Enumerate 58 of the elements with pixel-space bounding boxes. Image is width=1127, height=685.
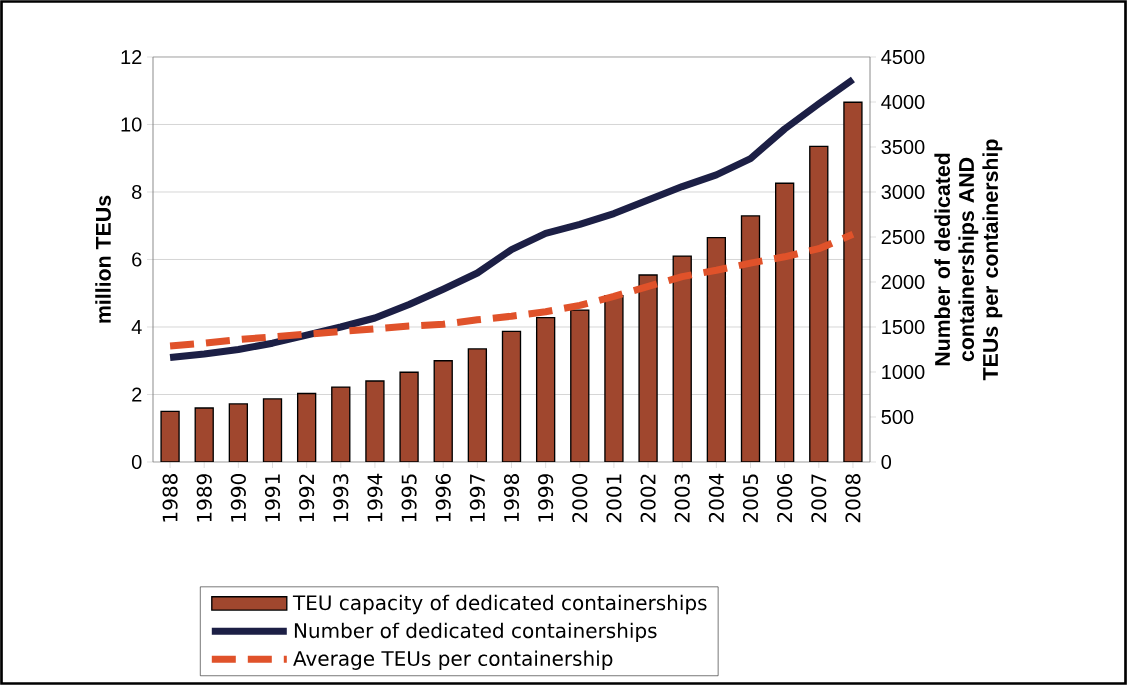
x-tick-label: 2001: [606, 474, 622, 523]
y-tick-label: 8: [132, 184, 142, 200]
y2-tick-label: 2500: [881, 229, 925, 245]
legend-label: TEU capacity of dedicated containerships: [292, 594, 707, 615]
y-tick-label: 0: [131, 454, 142, 470]
legend-label: Number of dedicated containerships: [294, 622, 657, 643]
y2-tick-label: 3000: [881, 184, 925, 200]
y-tick-label: 6: [132, 252, 142, 267]
x-tick-label: 1991: [264, 474, 281, 522]
bar: [434, 360, 453, 462]
x-tick-label: 2007: [811, 474, 827, 523]
y2-axis-title: Number of dedicated containerships AND TEUs per containership: [934, 139, 1003, 381]
x-tick-label: 2000: [572, 474, 588, 523]
x-tick-label: 2003: [674, 474, 690, 523]
bar: [707, 237, 726, 462]
bar: [809, 146, 828, 462]
x-tick-label: 1995: [401, 474, 417, 522]
x-tick-label: 1988: [162, 474, 178, 522]
x-tick-label: 1994: [367, 473, 383, 522]
bar: [229, 403, 248, 462]
x-tick-label: 2004: [708, 473, 724, 523]
x-tick-label: 1989: [196, 474, 212, 522]
x-tick-label: 1992: [299, 474, 315, 522]
y2-tick-label: 0: [881, 454, 892, 470]
bar: [673, 256, 692, 462]
bar: [263, 398, 282, 462]
y2-tick-label: 4000: [881, 94, 925, 110]
bar: [297, 393, 316, 462]
y2-tick-label: 1500: [882, 319, 925, 335]
y2-tick-label: 4500: [881, 49, 925, 65]
legend-label: Average TEUs per containership: [293, 650, 613, 670]
y-axis-title: million TEUs: [95, 195, 111, 323]
bar: [468, 348, 487, 462]
bar: [741, 215, 760, 462]
x-tick-label: 1998: [503, 474, 520, 522]
x-tick-label: 2008: [845, 474, 861, 523]
y-tick-label: 10: [121, 117, 142, 132]
y2-tick-label: 3500: [881, 139, 925, 155]
y-tick-label: 4: [131, 320, 142, 334]
bar: [195, 408, 214, 462]
bar: [331, 387, 350, 462]
x-tick-label: 2006: [777, 473, 793, 523]
x-tick-label: 1999: [538, 474, 554, 522]
y-tick-label: 12: [121, 50, 142, 64]
y-tick-label: 2: [132, 387, 142, 402]
x-tick-label: 1993: [333, 474, 349, 522]
bar: [775, 183, 794, 462]
x-tick-label: 1996: [435, 473, 451, 522]
x-tick-label: 1997: [469, 474, 485, 522]
bar: [502, 331, 521, 462]
bar: [536, 317, 555, 462]
x-tick-label: 1990: [230, 474, 246, 522]
bar: [570, 310, 589, 462]
y2-tick-label: 2000: [881, 274, 925, 290]
x-tick-label: 2005: [742, 474, 759, 523]
x-tick-label: 2002: [640, 474, 656, 523]
y2-tick-label: 500: [881, 409, 914, 425]
y2-tick-label: 1000: [882, 364, 925, 380]
